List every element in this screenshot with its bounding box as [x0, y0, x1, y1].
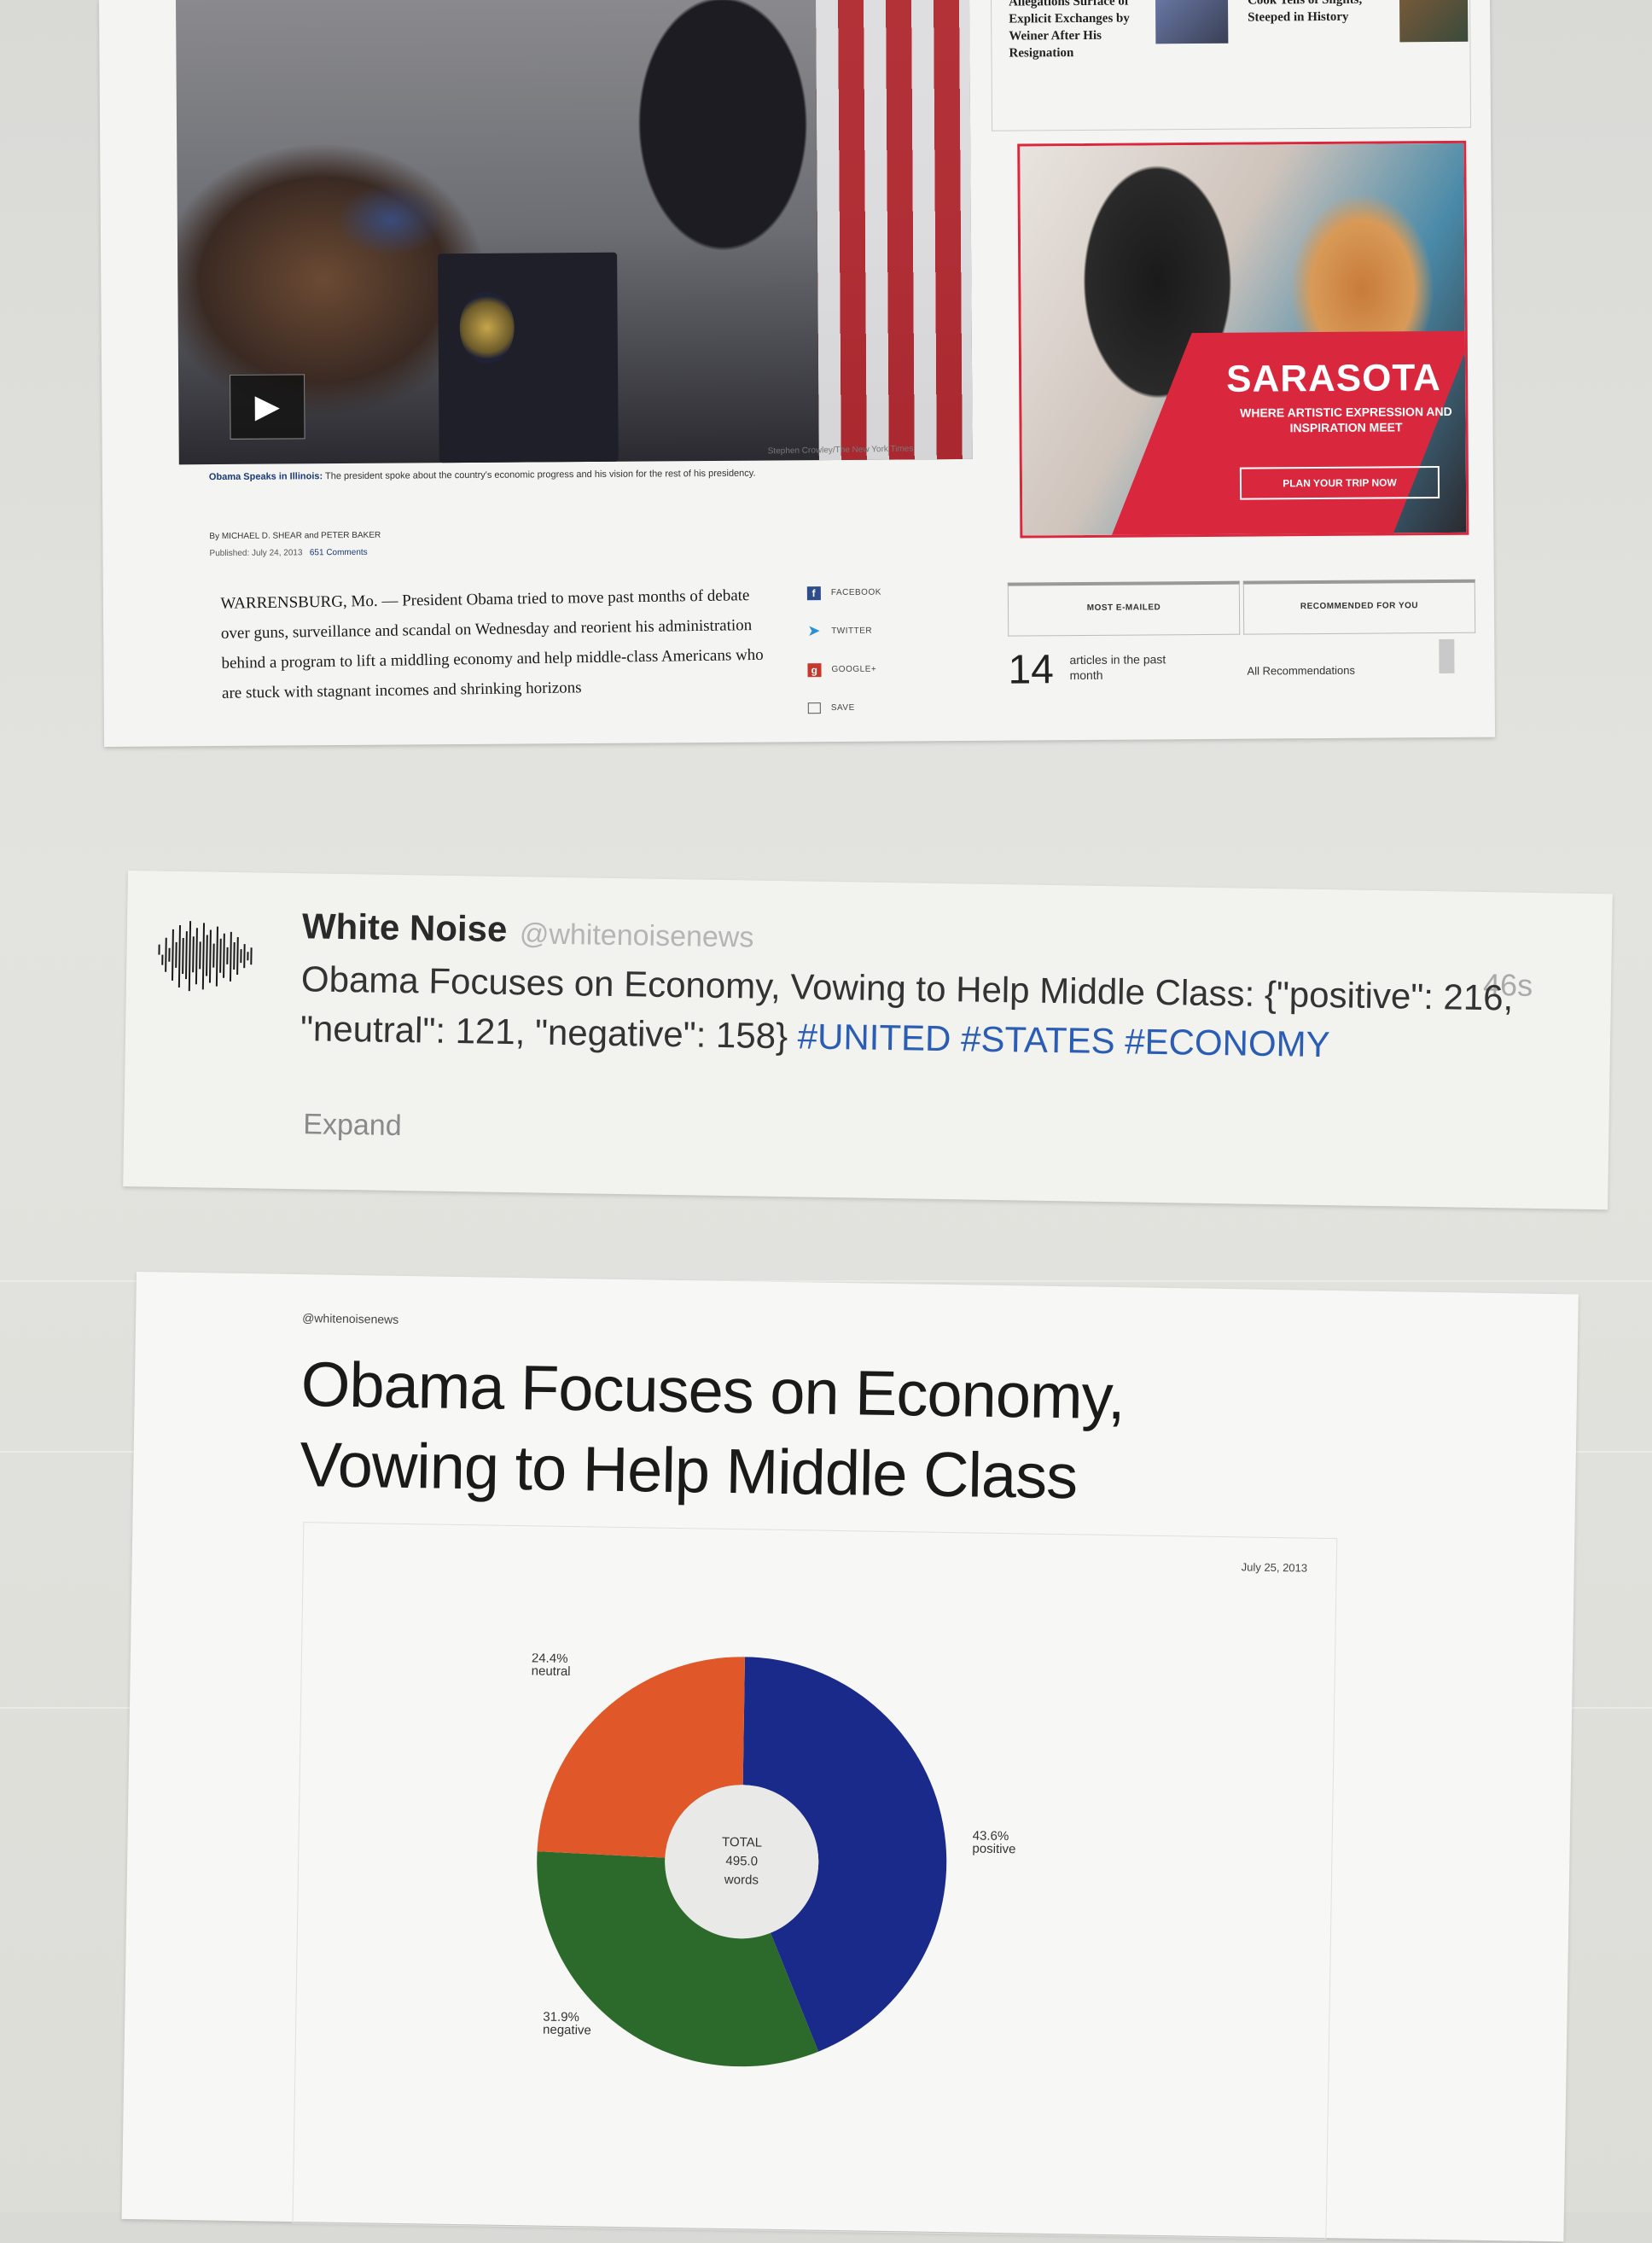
chart-card: @whitenoisenews Obama Focuses on Economy… — [122, 1272, 1579, 2241]
story-weiner[interactable]: Allegations Surface of Explicit Exchange… — [1009, 0, 1146, 62]
share-google-plus[interactable]: g GOOGLE+ — [807, 650, 918, 689]
podium — [438, 253, 619, 463]
hashtag-united[interactable]: #UNITED — [797, 1016, 951, 1058]
center-label-0: TOTAL — [722, 1835, 762, 1850]
center-label-1: 495.0 — [725, 1854, 758, 1869]
twitter-icon: ➤ — [807, 625, 821, 638]
sarasota-ad[interactable]: SARASOTA WHERE ARTISTIC EXPRESSION AND I… — [1017, 141, 1469, 539]
play-icon[interactable]: ▶ — [230, 374, 305, 440]
chart-date: July 25, 2013 — [1242, 1560, 1308, 1574]
slice-name-positive: positive — [972, 1841, 1015, 1856]
share-label: TWITTER — [831, 626, 872, 636]
article-count: 14 — [1008, 646, 1054, 693]
slice-name-negative: negative — [543, 2023, 591, 2038]
tab-most-emailed[interactable]: MOST E-MAILED — [1008, 581, 1240, 637]
share-twitter[interactable]: ➤ TWITTER — [807, 611, 918, 650]
photo-caption: Obama Speaks in Illinois: The president … — [209, 465, 960, 484]
article-photo: ▶ — [176, 0, 973, 464]
published-text: Published: July 24, 2013 — [209, 548, 302, 558]
slice-name-neutral: neutral — [532, 1663, 571, 1679]
ad-subtitle: WHERE ARTISTIC EXPRESSION AND INSPIRATIO… — [1235, 404, 1457, 436]
presidential-seal-icon — [459, 292, 515, 364]
expand-link[interactable]: Expand — [303, 1108, 402, 1143]
share-facebook[interactable]: f FACEBOOK — [807, 573, 918, 612]
article-tabs: MOST E-MAILED RECOMMENDED FOR YOU — [1008, 580, 1486, 634]
story-thumbnail — [1399, 0, 1468, 42]
comments-link[interactable]: 651 Comments — [310, 548, 368, 557]
caption-text: The president spoke about the country's … — [325, 469, 756, 482]
save-icon — [808, 702, 821, 714]
published-date: Published: July 24, 2013 651 Comments — [209, 548, 367, 558]
donut-chart: 43.6%positive31.9%negative24.4%neutralTO… — [525, 1653, 1077, 2071]
tweet-author-name[interactable]: White Noise — [302, 906, 508, 950]
tweet-author-handle[interactable]: @whitenoisenews — [520, 918, 754, 954]
share-label: GOOGLE+ — [831, 665, 876, 674]
google-plus-icon: g — [807, 663, 821, 677]
byline: By MICHAEL D. SHEAR and PETER BAKER — [209, 531, 381, 541]
tweet-card: White Noise @whitenoisenews 46s Obama Fo… — [123, 871, 1613, 1209]
chart-title-line1: Obama Focuses on Economy, — [300, 1344, 1240, 1439]
waveform-avatar-icon — [154, 912, 258, 999]
share-save[interactable]: SAVE — [808, 688, 919, 727]
story-cook[interactable]: Cook Tells of Slights, Steeped in Histor… — [1248, 0, 1393, 26]
caption-title: Obama Speaks in Illinois: — [209, 471, 323, 482]
facebook-icon: f — [807, 586, 821, 600]
chart-title: Obama Focuses on Economy, Vowing to Help… — [300, 1344, 1241, 1519]
all-recommendations-link[interactable]: All Recommendations — [1247, 664, 1355, 678]
hashtag-states[interactable]: #STATES — [961, 1018, 1115, 1061]
tab-recommended[interactable]: RECOMMENDED FOR YOU — [1243, 580, 1475, 635]
article-body: WARRENSBURG, Mo. — President Obama tried… — [220, 580, 772, 725]
tweet-text: Obama Focuses on Economy, Vowing to Help… — [300, 954, 1565, 1073]
share-label: SAVE — [831, 703, 855, 713]
flag-stripes — [816, 0, 973, 460]
center-label-2: words — [724, 1873, 759, 1888]
ad-title: SARASOTA — [1226, 357, 1441, 401]
chart-handle: @whitenoisenews — [302, 1311, 398, 1326]
related-stories: Allegations Surface of Explicit Exchange… — [991, 0, 1471, 131]
story-thumbnail — [1155, 0, 1228, 44]
hashtag-economy[interactable]: #ECONOMY — [1125, 1021, 1330, 1064]
share-tools: f FACEBOOK ➤ TWITTER g GOOGLE+ SAVE — [807, 573, 919, 727]
scrollbar[interactable] — [1439, 639, 1454, 673]
newspaper-page: ▶ Stephen Crowley/The New York Times Oba… — [99, 0, 1495, 747]
article-count-label: articles in the past month — [1069, 651, 1172, 683]
chart-title-line2: Vowing to Help Middle Class — [300, 1424, 1239, 1519]
ad-cta-button[interactable]: PLAN YOUR TRIP NOW — [1240, 466, 1440, 500]
share-label: FACEBOOK — [831, 588, 881, 597]
